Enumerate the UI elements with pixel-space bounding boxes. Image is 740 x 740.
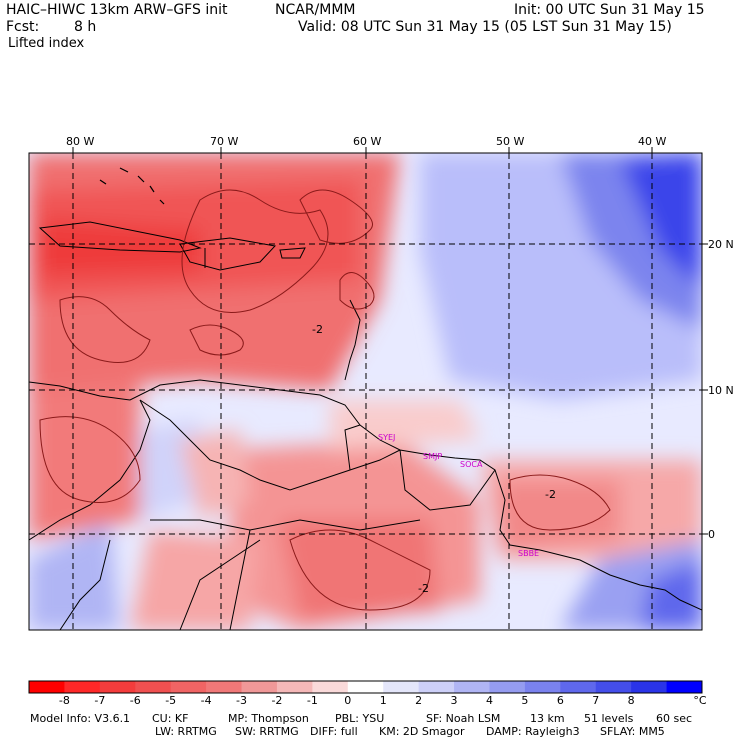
colorbar-swatch — [666, 681, 703, 693]
station-smjp: SMJP — [423, 452, 442, 461]
contour-label: -2 — [312, 323, 323, 336]
init-time: Init: 00 UTC Sun 31 May 15 — [514, 2, 705, 18]
colorbar-tick-label: 1 — [379, 694, 387, 707]
colorbar-tick-label: -8 — [58, 694, 70, 707]
colorbar-swatch — [347, 681, 384, 693]
org-label: NCAR/MMM — [275, 2, 356, 18]
lon-label-80w: 80 W — [66, 135, 94, 148]
contours — [39, 189, 611, 611]
station-soca: SOCA — [460, 460, 483, 469]
colorbar-tick-label: 8 — [627, 694, 635, 707]
map-field — [29, 153, 702, 630]
colorbar-swatch — [276, 681, 313, 693]
colorbar-tick-label: -3 — [236, 694, 247, 707]
colorbar-swatch — [631, 681, 668, 693]
colorbar-tick-label: -6 — [129, 694, 141, 707]
colorbar-tick-label: -7 — [94, 694, 106, 707]
colorbar-frame — [28, 680, 703, 694]
colorbar-swatch — [64, 681, 101, 693]
model-title: HAIC–HIWC 13km ARW–GFS init — [6, 2, 228, 18]
colorbar-swatch — [595, 681, 632, 693]
footer-sw: SW: RRTMG — [235, 725, 299, 738]
colorbar-swatch — [241, 681, 278, 693]
footer-pbl: PBL: YSU — [335, 712, 385, 725]
colorbar-tick-label: 4 — [485, 694, 493, 707]
colorbar-swatch — [206, 681, 243, 693]
colorbar-tick-label: 5 — [521, 694, 529, 707]
footer-grid: 13 km — [530, 712, 565, 725]
colorbar-swatch — [170, 681, 207, 693]
footer-timestep: 60 sec — [656, 712, 693, 725]
colorbar-swatch — [418, 681, 455, 693]
footer-levels: 51 levels — [584, 712, 634, 725]
colorbar — [28, 680, 703, 694]
station-syej: SYEJ — [378, 433, 395, 442]
lon-label-60w: 60 W — [353, 135, 381, 148]
colorbar-tick-label: -4 — [200, 694, 212, 707]
colorbar-tick-label: 3 — [450, 694, 458, 707]
forecast-hour: 8 h — [74, 19, 97, 35]
footer-sf: SF: Noah LSM — [426, 712, 501, 725]
station-sbbe: SBBE — [518, 549, 539, 558]
colorbar-swatch — [135, 681, 172, 693]
colorbar-swatch — [99, 681, 136, 693]
colorbar-tick-label: -2 — [271, 694, 283, 707]
contour-label: -2 — [545, 488, 556, 501]
field-name: Lifted index — [8, 36, 85, 51]
footer-sflay: SFLAY: MM5 — [600, 725, 665, 738]
coastlines — [29, 221, 702, 630]
lon-label-70w: 70 W — [210, 135, 238, 148]
footer-diff: DIFF: full — [310, 725, 358, 738]
graticule — [29, 153, 702, 630]
colorbar-swatch — [312, 681, 349, 693]
footer-cu: CU: KF — [152, 712, 189, 725]
colorbar-tick-label: 0 — [344, 694, 352, 707]
lon-label-50w: 50 W — [496, 135, 524, 148]
lat-label-10n: 10 N — [708, 384, 734, 397]
forecast-label: Fcst: — [6, 19, 40, 35]
footer-damp: DAMP: Rayleigh3 — [486, 725, 580, 738]
colorbar-unit: °C — [693, 694, 707, 707]
contour-label: -2 — [418, 582, 429, 595]
footer-km: KM: 2D Smagor — [379, 725, 465, 738]
colorbar-tick-label: 2 — [415, 694, 423, 707]
colorbar-swatch — [489, 681, 526, 693]
colorbar-swatch — [29, 681, 65, 693]
colorbar-tick-label: -1 — [306, 694, 318, 707]
colorbar-tick-label: -5 — [165, 694, 177, 707]
colorbar-swatch — [383, 681, 420, 693]
colorbar-tick-label: 6 — [556, 694, 564, 707]
colorbar-swatch — [454, 681, 490, 693]
lat-label-0: 0 — [708, 528, 715, 541]
colorbar-swatch — [560, 681, 597, 693]
footer-mp: MP: Thompson — [228, 712, 309, 725]
lon-label-40w: 40 W — [638, 135, 666, 148]
valid-time: Valid: 08 UTC Sun 31 May 15 (05 LST Sun … — [298, 19, 672, 35]
footer-model-info: Model Info: V3.6.1 — [30, 712, 131, 725]
colorbar-swatch — [524, 681, 561, 693]
footer-lw: LW: RRTMG — [155, 725, 217, 738]
colorbar-tick-label: 7 — [592, 694, 600, 707]
lat-label-20n: 20 N — [708, 238, 734, 251]
